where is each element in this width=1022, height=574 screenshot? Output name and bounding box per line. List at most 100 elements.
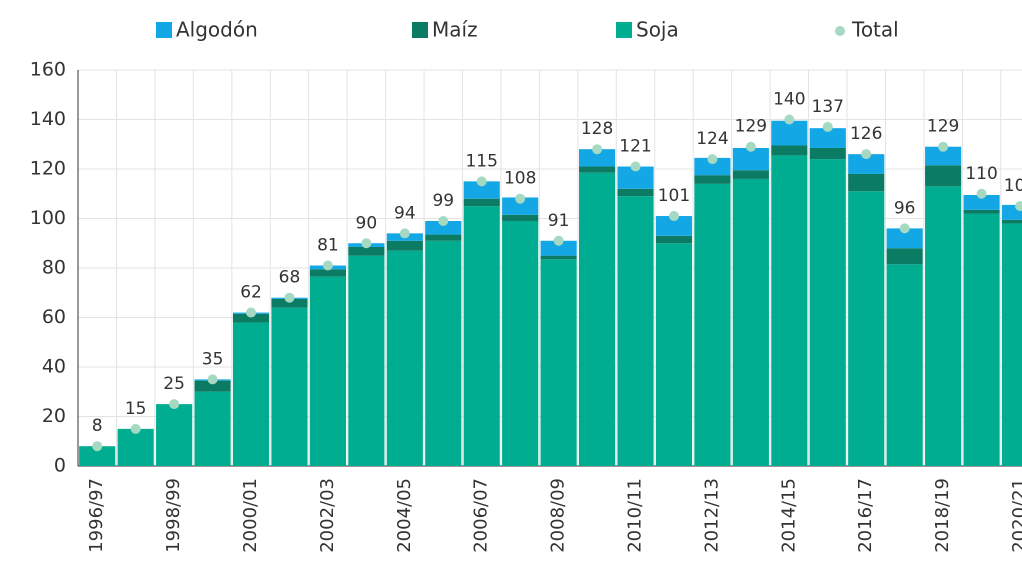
bar-segment — [309, 276, 346, 466]
bar-segment — [886, 228, 923, 249]
x-tick-label: 2012/13 — [701, 478, 722, 553]
bar-segment — [771, 120, 808, 146]
total-dot — [938, 141, 949, 152]
data-label: 96 — [894, 198, 916, 218]
y-tick-label: 20 — [42, 405, 66, 427]
data-label: 129 — [735, 117, 767, 137]
x-tick-label: 2018/19 — [932, 478, 953, 553]
bar-segment — [963, 194, 1000, 210]
bar-segment — [655, 216, 693, 236]
bar-segment — [848, 191, 885, 466]
bar-segment — [348, 246, 385, 256]
x-tick-label: 2000/01 — [240, 478, 261, 553]
y-tick-label: 140 — [30, 108, 66, 130]
bar-segment — [502, 220, 539, 466]
data-label: 124 — [696, 129, 728, 149]
bar-segment — [540, 240, 577, 256]
data-label: 91 — [548, 211, 570, 231]
bar-segment — [194, 391, 231, 466]
total-dot — [92, 441, 103, 452]
total-dot — [361, 238, 372, 249]
data-label: 105 — [1004, 176, 1022, 196]
bar-segment — [117, 428, 154, 466]
bar-segment — [425, 240, 462, 466]
data-label: 129 — [927, 117, 959, 137]
data-label: 115 — [465, 151, 497, 171]
total-dot — [668, 211, 679, 222]
bar-segment — [386, 250, 423, 466]
bar-segment — [386, 240, 423, 251]
y-tick-label: 120 — [30, 158, 66, 180]
total-dot — [438, 215, 449, 226]
bar-segment — [963, 213, 1000, 466]
total-dot — [169, 399, 180, 410]
total-dot — [246, 307, 257, 318]
data-label: 15 — [125, 399, 147, 419]
bar-segment — [1001, 223, 1022, 466]
x-tick-label: 2008/09 — [548, 478, 569, 553]
bar-segment — [617, 188, 654, 197]
bar-segment — [655, 235, 693, 244]
bar-segment — [771, 155, 808, 466]
bar-segment — [694, 183, 731, 466]
x-tick-label: 2002/03 — [317, 478, 338, 553]
data-label: 35 — [202, 349, 224, 369]
total-dot — [1015, 201, 1022, 212]
total-dot — [899, 223, 910, 234]
bar-segment — [463, 181, 500, 199]
data-label: 128 — [581, 119, 613, 139]
data-label: 99 — [432, 191, 454, 211]
bar-segment — [732, 147, 769, 171]
total-dot — [553, 235, 564, 246]
data-label: 68 — [279, 268, 301, 288]
data-label: 25 — [163, 374, 185, 394]
x-tick-label: 2006/07 — [471, 478, 492, 553]
total-dot — [592, 144, 603, 155]
bar-segment — [655, 243, 693, 466]
x-tick-label: 1996/97 — [86, 478, 107, 553]
bar-segment — [271, 307, 308, 466]
legend-label: Maíz — [432, 18, 478, 42]
y-tick-label: 160 — [30, 59, 66, 81]
bar-segment — [194, 380, 231, 392]
data-label: 94 — [394, 203, 416, 223]
total-dot — [976, 188, 987, 199]
x-tick-label: 2020/21 — [1009, 478, 1022, 553]
bar-segment — [617, 166, 654, 189]
bar-segment — [232, 322, 270, 466]
bar-segment — [925, 146, 962, 166]
bar-segment — [809, 128, 846, 148]
bar-segment — [694, 175, 731, 184]
x-tick-label: 2014/15 — [778, 478, 799, 553]
bar-segment — [425, 234, 462, 241]
data-label: 101 — [658, 186, 690, 206]
bar-segment — [809, 159, 846, 466]
bar-segment — [694, 157, 731, 176]
legend-swatch — [616, 22, 632, 38]
bar-segment — [309, 269, 346, 277]
total-dot — [399, 228, 410, 239]
bar-segment — [886, 264, 923, 466]
data-label: 81 — [317, 236, 339, 256]
total-dot — [322, 260, 333, 271]
y-tick-label: 80 — [42, 257, 66, 279]
total-dot — [515, 193, 526, 204]
data-label: 90 — [356, 213, 378, 233]
bar-segment — [1001, 219, 1022, 224]
bar-segment — [732, 170, 769, 179]
total-dot — [630, 161, 641, 172]
total-dot — [476, 176, 487, 187]
bar-segment — [809, 147, 846, 160]
bar-segment — [925, 186, 962, 466]
legend-swatch — [412, 22, 428, 38]
bar-segment — [232, 313, 270, 323]
y-tick-label: 0 — [54, 455, 66, 477]
bar-segment — [463, 198, 500, 207]
total-dot — [745, 141, 756, 152]
data-label: 62 — [240, 283, 262, 303]
data-label: 140 — [773, 90, 805, 110]
bar-segment — [848, 154, 885, 174]
bar-segment — [348, 255, 385, 466]
x-tick-label: 2010/11 — [625, 478, 646, 553]
